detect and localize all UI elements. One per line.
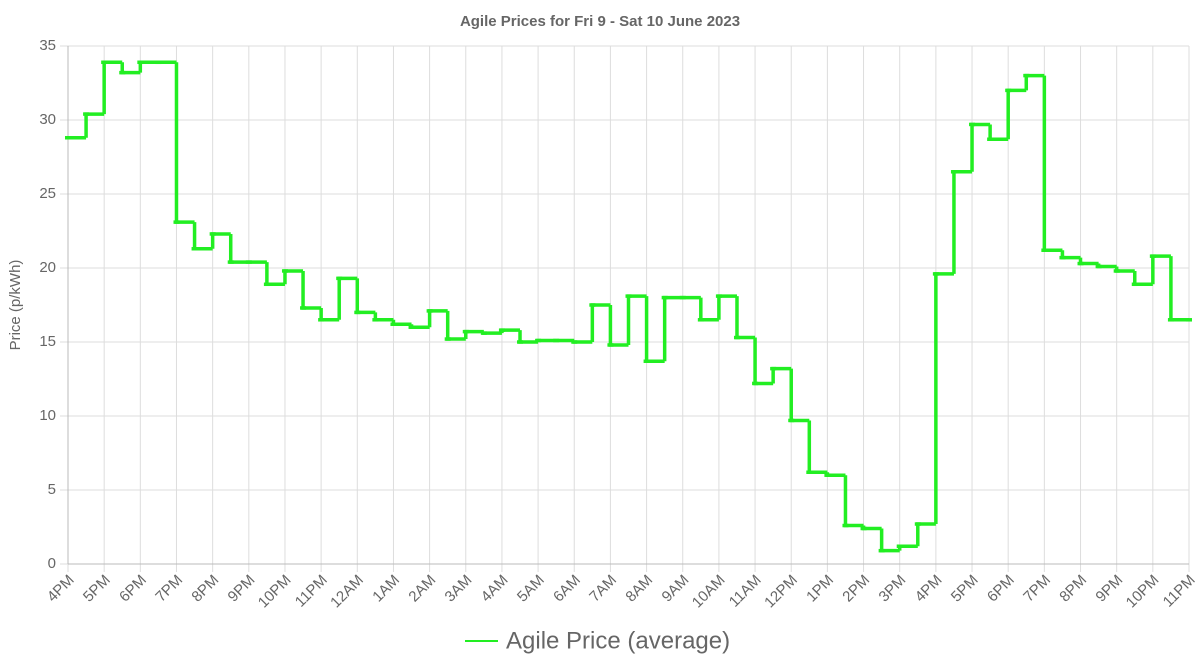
step-segment — [644, 296, 665, 363]
x-tick-label: 2PM — [839, 572, 873, 606]
y-tick-label: 10 — [39, 407, 56, 424]
x-tick-label: 5AM — [514, 572, 548, 606]
step-segment — [843, 475, 864, 528]
step-segment — [228, 233, 249, 264]
x-tick-label: 12AM — [327, 572, 367, 612]
x-tick-label: 3AM — [442, 572, 476, 606]
step-segment — [771, 366, 792, 384]
step-segment — [934, 272, 954, 525]
step-segment — [265, 262, 285, 287]
step-segment — [753, 337, 774, 386]
step-segment — [283, 269, 304, 285]
x-tick-label: 3PM — [876, 572, 910, 606]
x-tick-label: 7PM — [1020, 572, 1054, 606]
step-segment — [952, 170, 973, 274]
step-segment — [590, 303, 611, 342]
x-tick-label: 9PM — [225, 572, 259, 606]
x-tick-label: 9PM — [1092, 572, 1126, 606]
x-tick-label: 11PM — [1160, 572, 1199, 611]
step-segment — [102, 60, 123, 115]
step-segment — [301, 270, 322, 310]
x-tick-label: 8AM — [622, 572, 656, 606]
x-tick-label: 4PM — [44, 572, 78, 606]
step-segment — [608, 305, 629, 347]
step-segment — [1042, 75, 1063, 252]
step-segment — [970, 122, 991, 172]
step-segment — [174, 62, 195, 224]
y-tick-label: 25 — [39, 185, 56, 202]
x-tick-label: 7AM — [586, 572, 620, 606]
step-segment — [1006, 88, 1027, 140]
x-tick-label: 11AM — [726, 572, 765, 611]
chart-title: Agile Prices for Fri 9 - Sat 10 June 202… — [460, 13, 740, 30]
x-tick-label: 11PM — [292, 572, 331, 611]
y-tick-label: 30 — [39, 111, 56, 128]
y-tick-label: 20 — [39, 259, 56, 276]
x-tick-label: 6PM — [116, 572, 150, 606]
y-tick-label: 5 — [48, 481, 56, 498]
x-tick-label: 1AM — [369, 572, 403, 606]
step-segment — [210, 232, 231, 249]
y-tick-label: 0 — [48, 555, 56, 572]
y-tick-label: 15 — [39, 333, 56, 350]
step-segment — [355, 278, 376, 315]
step-segment — [1024, 73, 1045, 91]
step-segment — [84, 112, 105, 138]
x-tick-label: 12PM — [761, 572, 801, 612]
step-segment — [662, 295, 683, 362]
x-tick-label: 1PM — [803, 572, 837, 606]
x-tick-label: 4AM — [478, 572, 512, 606]
step-segment — [735, 296, 756, 340]
x-tick-label: 6PM — [984, 572, 1018, 606]
x-tick-label: 10AM — [689, 572, 729, 612]
step-segment — [626, 294, 647, 345]
step-segment — [988, 124, 1009, 141]
step-segment — [1151, 254, 1171, 285]
x-tick-label: 10PM — [255, 572, 295, 612]
x-tick-label: 2AM — [405, 572, 439, 606]
x-tick-label: 5PM — [948, 572, 982, 606]
x-tick-label: 5PM — [80, 572, 114, 606]
step-segment — [699, 297, 719, 322]
legend-label: Agile Price (average) — [506, 627, 730, 654]
step-segment — [319, 307, 340, 322]
step-segment — [427, 309, 448, 328]
x-tick-label: 10PM — [1123, 572, 1163, 612]
step-segment — [807, 420, 828, 474]
y-axis-label: Price (p/kWh) — [7, 260, 24, 351]
step-segment — [1169, 256, 1189, 322]
step-segment — [717, 294, 737, 320]
x-tick-label: 7PM — [152, 572, 186, 606]
x-tick-label: 8PM — [188, 572, 222, 606]
step-segment — [789, 368, 810, 423]
x-tick-label: 8PM — [1056, 572, 1090, 606]
x-tick-label: 9AM — [659, 572, 693, 606]
x-tick-label: 6AM — [550, 572, 584, 606]
step-segment — [916, 522, 936, 547]
step-segment — [1133, 270, 1153, 287]
step-segment — [445, 310, 466, 341]
y-tick-label: 35 — [39, 37, 56, 54]
x-tick-label: 4PM — [912, 572, 946, 606]
